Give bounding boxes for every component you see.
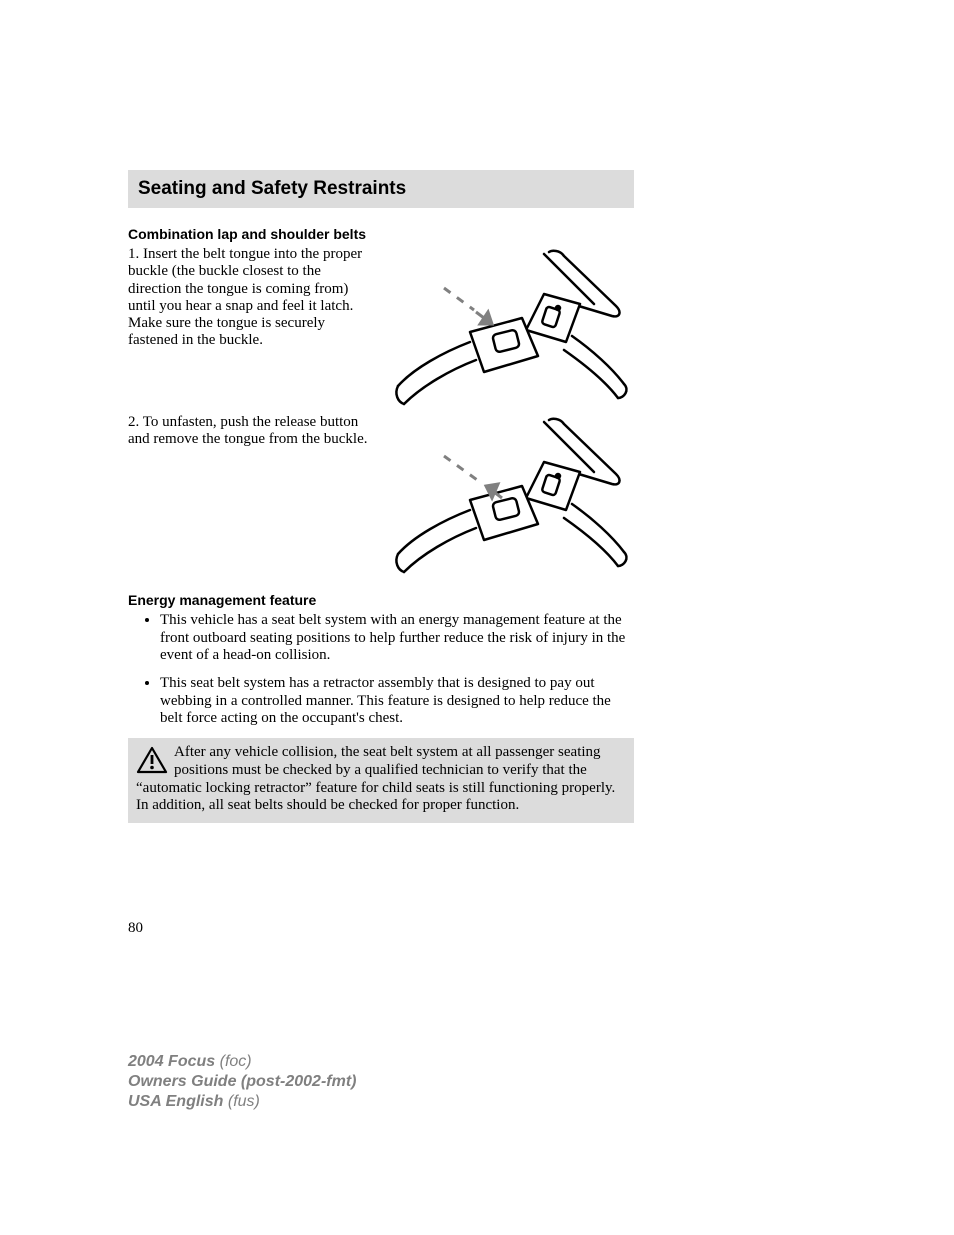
footer-line-2: Owners Guide (post-2002-fmt) [128,1072,356,1092]
section-title: Seating and Safety Restraints [138,178,624,200]
seatbelt-unfasten-diagram [384,414,634,574]
step-1-text: 1. Insert the belt tongue into the prope… [128,246,372,406]
subheading-combination-belts: Combination lap and shoulder belts [128,226,634,242]
section-header: Seating and Safety Restraints [128,170,634,208]
step-2-text: 2. To unfasten, push the release button … [128,414,372,574]
bullet-1: This vehicle has a seat belt system with… [160,612,634,665]
step-1-row: 1. Insert the belt tongue into the prope… [128,246,634,406]
figure-fasten-belt [384,246,634,406]
page-content: Seating and Safety Restraints Combinatio… [128,170,634,823]
footer-block: 2004 Focus (foc) Owners Guide (post-2002… [128,1052,356,1112]
warning-text: After any vehicle collision, the seat be… [136,744,615,813]
page-number: 80 [128,920,143,937]
step-2-row: 2. To unfasten, push the release button … [128,414,634,574]
figure-unfasten-belt [384,414,634,574]
footer-line-3: USA English (fus) [128,1092,356,1112]
bullet-2: This seat belt system has a retractor as… [160,675,634,728]
warning-icon [136,746,168,774]
footer-line-1: 2004 Focus (foc) [128,1052,356,1072]
subheading-energy-mgmt: Energy management feature [128,592,634,608]
seatbelt-fasten-diagram [384,246,634,406]
warning-box: After any vehicle collision, the seat be… [128,738,634,823]
energy-mgmt-bullets: This vehicle has a seat belt system with… [128,612,634,728]
